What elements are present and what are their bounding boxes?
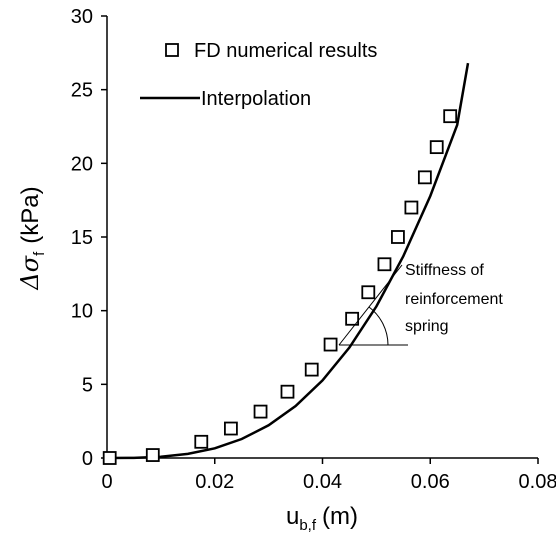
y-axis-title-main: Δσ: [16, 255, 44, 290]
fd-point-11: [391, 230, 405, 244]
x-tick-label: 0.02: [195, 471, 234, 493]
fd-point-14: [429, 140, 444, 155]
y-tick-label: 5: [82, 374, 93, 396]
fd-point-1: [145, 448, 160, 462]
legend: FD numerical results Interpolation: [140, 40, 377, 110]
legend-label-interp: Interpolation: [201, 88, 311, 110]
fd-point-13: [417, 170, 432, 185]
y-tick-label: 0: [82, 448, 93, 470]
x-axis-title-main: u: [286, 503, 299, 530]
y-axis-title-unit: (kPa): [17, 186, 44, 243]
fd-point-5: [280, 384, 295, 399]
annotation-line-1: Stiffness of: [405, 262, 484, 279]
interpolation-line: [106, 62, 470, 460]
y-tick-label: 25: [71, 80, 93, 102]
x-axis-title-sub: b,f: [299, 517, 317, 534]
annotation-line-3: spring: [405, 318, 449, 335]
interpolation-series: [106, 62, 470, 460]
legend-marker-fd: [165, 43, 179, 57]
tick-labels: 0 5 10 15 20 25 30 0 0.02 0.04 0.06 0.08: [71, 6, 556, 493]
y-tick-label: 30: [71, 6, 93, 28]
y-axis-title: Δσf (kPa): [16, 186, 48, 290]
fd-point-10: [377, 257, 392, 272]
fd-point-15: [443, 109, 458, 124]
x-tick-label: 0: [101, 471, 112, 493]
stiffness-annotation: Stiffness of reinforcement spring: [338, 262, 503, 346]
annotation-line-2: reinforcement: [405, 291, 503, 308]
fd-series: [102, 109, 458, 465]
fd-point-9: [361, 285, 376, 300]
tangent-line: [338, 264, 403, 346]
ticks: [101, 15, 539, 464]
fd-point-3: [224, 421, 238, 436]
fd-point-2: [194, 434, 209, 449]
y-tick-label: 20: [71, 153, 93, 175]
y-tick-label: 15: [71, 227, 93, 249]
x-axis-title: ub,f (m): [286, 503, 358, 534]
x-tick-label: 0.08: [519, 471, 556, 493]
x-axis-title-unit: (m): [322, 503, 358, 530]
x-tick-label: 0.06: [411, 471, 450, 493]
legend-label-fd: FD numerical results: [194, 40, 377, 62]
fd-point-0: [102, 451, 117, 465]
axes: [106, 16, 538, 459]
fd-point-12: [404, 200, 419, 215]
svg-text:Δσf(kPa): Δσf (kPa): [16, 186, 48, 290]
fd-point-8: [345, 311, 360, 326]
angle-arc: [368, 306, 389, 346]
x-tick-label: 0.04: [303, 471, 342, 493]
fd-point-4: [253, 404, 268, 419]
y-axis-title-sub: f: [31, 251, 48, 256]
y-tick-label: 10: [71, 301, 93, 323]
fd-point-6: [304, 362, 319, 377]
fd-point-7: [323, 337, 338, 352]
